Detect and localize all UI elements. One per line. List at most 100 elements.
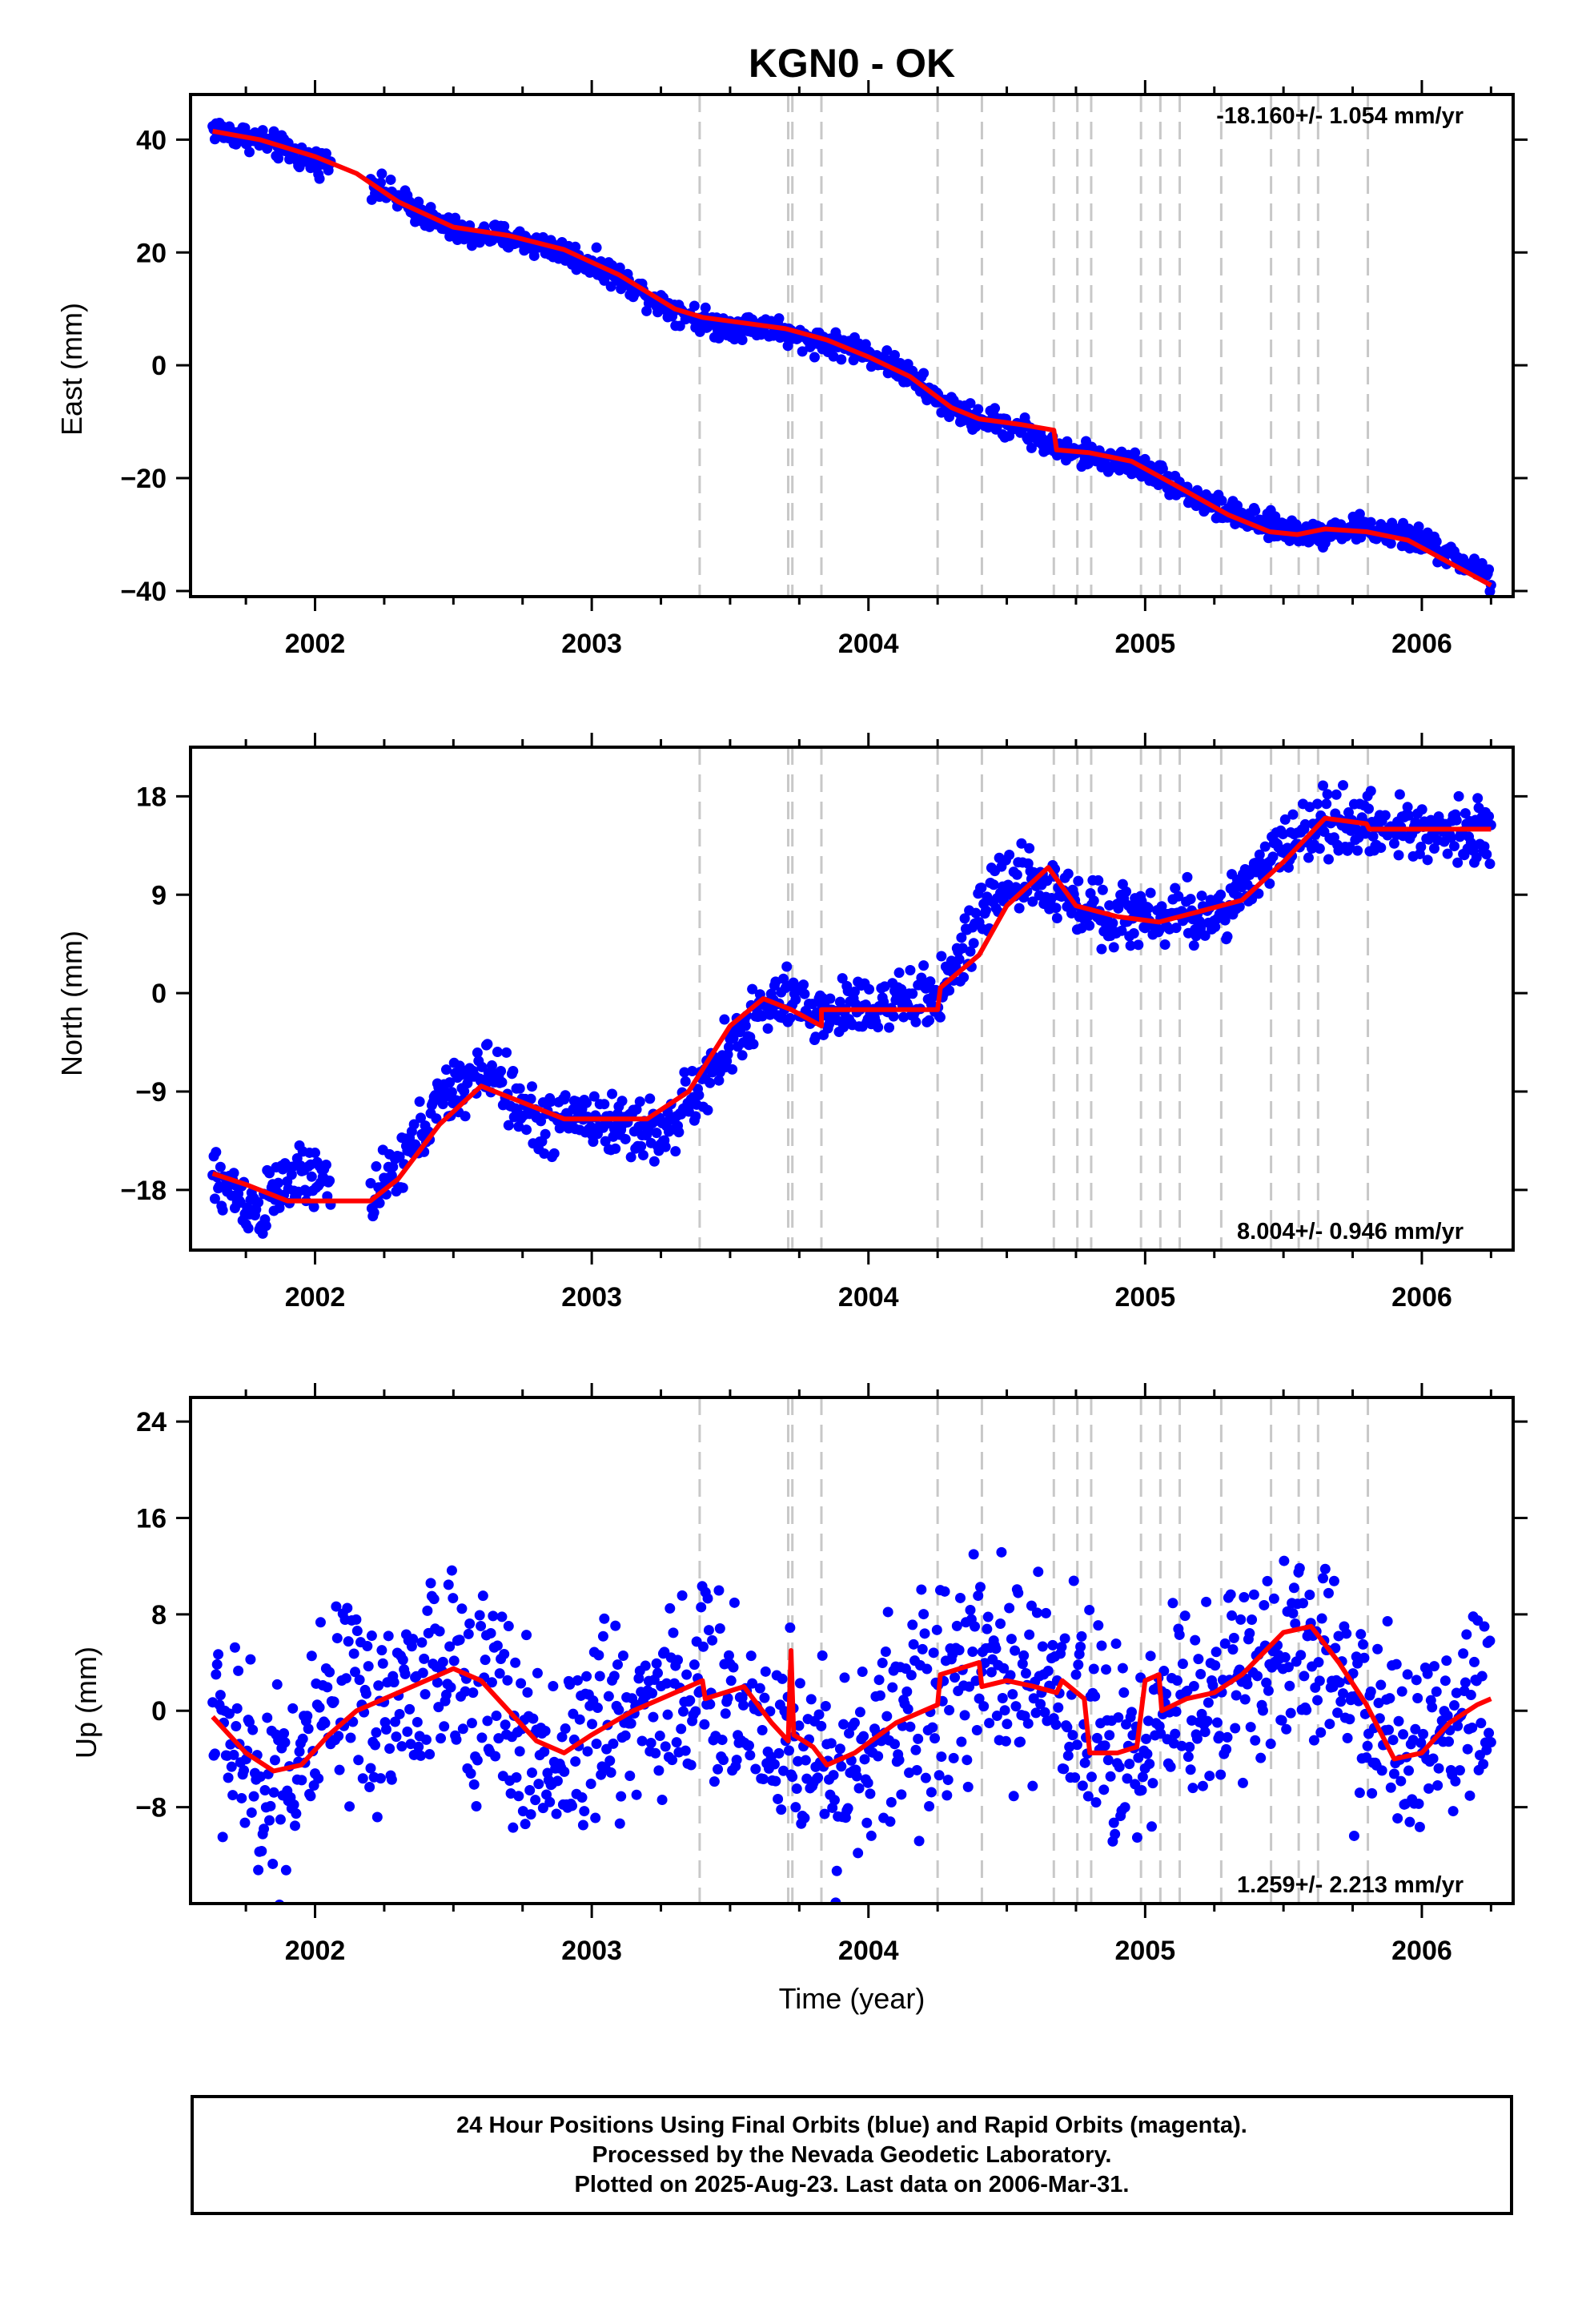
data-point (496, 1065, 507, 1076)
data-point (1323, 1587, 1334, 1598)
data-point (956, 1736, 967, 1747)
data-point (226, 1761, 237, 1772)
data-point (1219, 1638, 1231, 1649)
data-point (319, 1718, 331, 1729)
data-point (927, 1722, 938, 1733)
data-point (1478, 1759, 1489, 1770)
data-point (451, 1734, 462, 1745)
data-point (1465, 1690, 1476, 1701)
data-point (705, 1699, 716, 1710)
data-point (412, 1716, 423, 1727)
data-point (1318, 1573, 1329, 1584)
data-point (1267, 851, 1279, 862)
data-point (1101, 1664, 1112, 1675)
data-point (503, 1621, 514, 1632)
data-point (366, 1630, 377, 1642)
data-point (268, 126, 279, 137)
data-point (1358, 1638, 1369, 1650)
data-point (365, 1763, 376, 1774)
data-point (524, 1785, 536, 1796)
data-point (640, 1660, 651, 1671)
data-point (644, 1093, 656, 1104)
data-point (1188, 940, 1199, 951)
data-point (1335, 1696, 1347, 1707)
data-point (1472, 1615, 1484, 1626)
data-point (973, 404, 984, 415)
data-point (1308, 1735, 1319, 1746)
x-tick-label: 2006 (1391, 1936, 1452, 1966)
data-point (454, 1634, 465, 1646)
data-point (754, 1683, 765, 1694)
data-point (564, 1679, 576, 1690)
data-point (1316, 1613, 1327, 1624)
data-point (668, 1627, 679, 1638)
data-point (898, 1011, 909, 1023)
data-point (1027, 1780, 1038, 1791)
data-point (874, 1690, 885, 1701)
data-point (805, 1694, 817, 1705)
data-point (656, 1794, 668, 1805)
data-point (1113, 1712, 1124, 1723)
data-point (1373, 1698, 1384, 1709)
data-point (737, 334, 748, 345)
data-point (1268, 1593, 1279, 1604)
data-point (1171, 1675, 1182, 1687)
data-point (745, 1750, 756, 1761)
data-point (1404, 1816, 1415, 1827)
data-point (676, 1723, 687, 1735)
data-point (414, 1096, 425, 1108)
data-point (778, 973, 789, 984)
data-point (777, 1673, 788, 1684)
data-point (1427, 1753, 1439, 1764)
data-point (884, 1022, 895, 1033)
data-point (448, 1593, 459, 1604)
data-point (1304, 1590, 1315, 1601)
data-point (624, 1771, 636, 1782)
data-point (942, 1790, 953, 1801)
data-point (1137, 1771, 1148, 1783)
data-point (773, 313, 785, 324)
data-point (612, 1659, 623, 1671)
data-point (1182, 1751, 1194, 1763)
chart-title: KGN0 - OK (749, 41, 955, 86)
data-point (305, 1791, 316, 1802)
data-point (217, 1204, 228, 1216)
data-point (956, 932, 967, 943)
data-point (837, 973, 848, 984)
data-point (231, 1703, 243, 1714)
data-point (1170, 1706, 1182, 1717)
data-point (370, 1739, 381, 1751)
data-point (1288, 1582, 1299, 1594)
data-point (737, 1050, 748, 1061)
data-point (581, 1671, 592, 1682)
data-point (854, 1707, 865, 1718)
data-point (660, 1741, 671, 1752)
data-point (1471, 852, 1482, 863)
data-point (260, 1220, 271, 1232)
data-point (1257, 1705, 1268, 1716)
data-point (302, 1711, 313, 1722)
data-point (570, 1756, 581, 1767)
data-point (613, 1704, 624, 1715)
data-point (1177, 1659, 1188, 1670)
data-point (1197, 1780, 1208, 1791)
data-point (1082, 1791, 1094, 1802)
data-point (934, 1011, 946, 1023)
data-point (526, 1767, 537, 1779)
data-point (828, 1770, 839, 1781)
series-points-up (207, 1546, 1496, 1904)
data-point (269, 1755, 280, 1766)
data-point (1388, 1768, 1399, 1779)
footer-line-3: Plotted on 2025-Aug-23. Last data on 200… (574, 2171, 1130, 2197)
data-point (383, 1630, 394, 1642)
data-point (971, 1725, 982, 1736)
data-point (228, 1168, 239, 1179)
data-point (1014, 903, 1025, 914)
data-point (671, 1737, 682, 1748)
data-point (785, 1012, 796, 1023)
data-point (496, 1611, 508, 1622)
data-point (1018, 1650, 1030, 1661)
data-point (303, 1723, 314, 1735)
data-point (1125, 940, 1136, 951)
data-point (331, 1633, 343, 1644)
